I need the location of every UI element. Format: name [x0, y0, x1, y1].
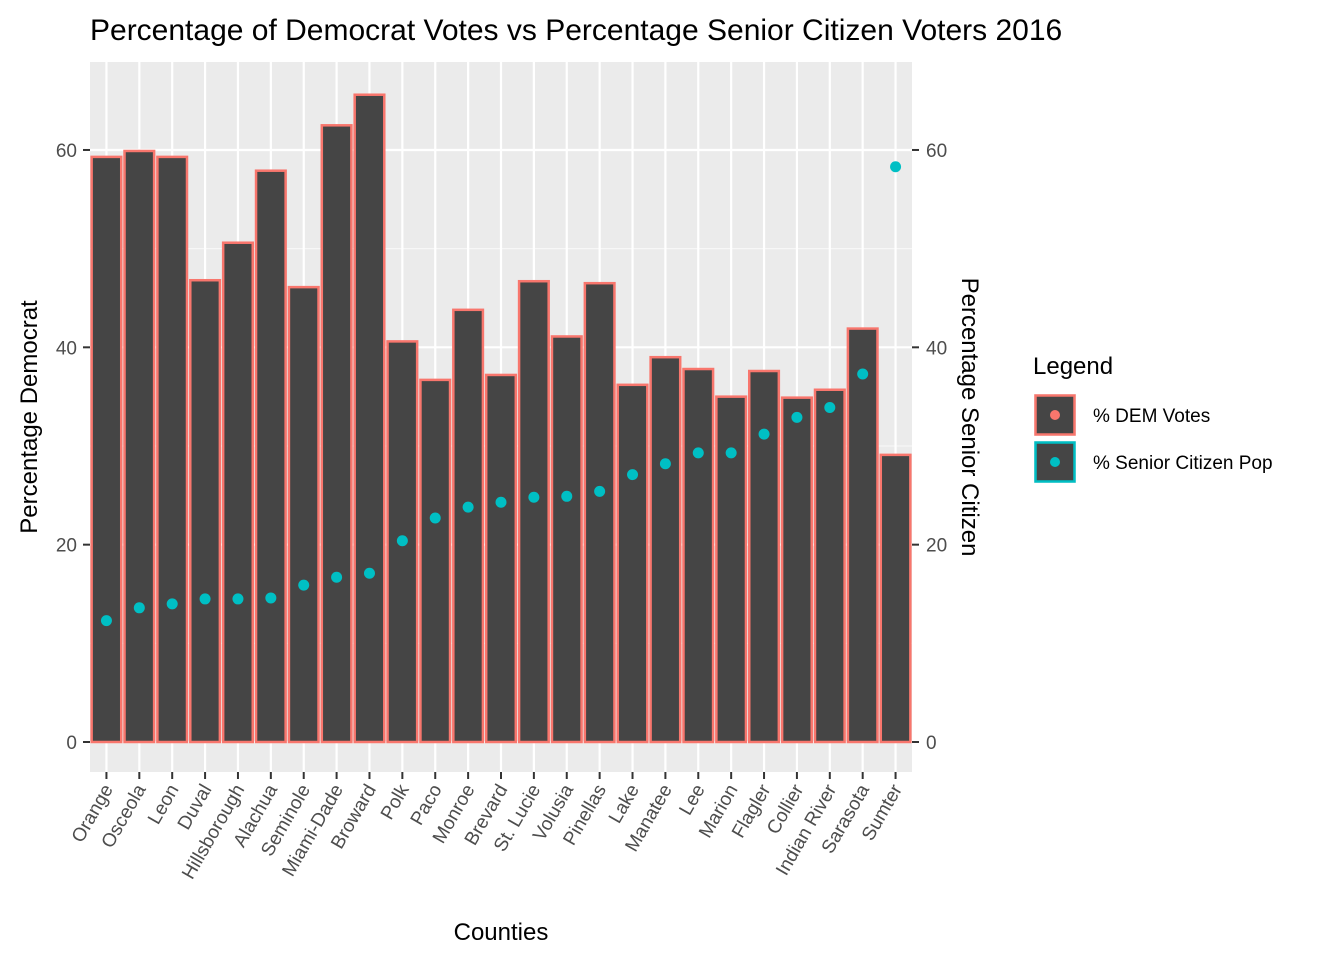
bar	[484, 373, 518, 744]
bar	[221, 241, 255, 744]
bar	[682, 367, 715, 744]
point	[265, 592, 277, 604]
bar	[156, 155, 189, 744]
point	[298, 579, 310, 591]
bar	[583, 281, 616, 744]
y2-tick-label: 0	[926, 733, 937, 754]
legend-label-senior: % Senior Citizen Pop	[1093, 453, 1273, 474]
y2-tick-label: 40	[926, 338, 947, 359]
bar	[616, 383, 649, 744]
bar	[649, 355, 682, 744]
point	[791, 411, 803, 423]
x-axis-title: Counties	[454, 919, 549, 946]
point	[199, 593, 211, 605]
legend-item-senior-pop: % Senior Citizen Pop	[1034, 441, 1273, 483]
y2-tick-label: 20	[926, 536, 947, 557]
bar	[452, 308, 485, 744]
bar	[747, 369, 781, 744]
point	[232, 593, 244, 605]
point	[100, 615, 112, 627]
bar	[846, 327, 879, 744]
point	[363, 567, 375, 579]
point	[528, 491, 540, 503]
legend-item-dem-votes: % DEM Votes	[1034, 394, 1210, 436]
bar	[90, 155, 123, 744]
bar	[879, 453, 912, 744]
y-axis-left: 0 20 40 60	[56, 141, 90, 754]
x-axis: OrangeOsceolaLeonDuvalHillsboroughAlachu…	[68, 772, 907, 883]
legend-dot-dem	[1050, 410, 1060, 420]
bar	[320, 124, 353, 744]
x-tick-label: Lee	[676, 781, 710, 819]
point	[627, 469, 639, 481]
point	[725, 447, 737, 459]
point	[331, 571, 343, 583]
legend-dot-senior	[1050, 457, 1060, 467]
point	[429, 512, 441, 524]
legend-title: Legend	[1033, 353, 1113, 380]
point	[857, 368, 869, 380]
point	[495, 496, 507, 508]
point	[692, 447, 704, 459]
bar	[287, 285, 320, 744]
point	[659, 458, 671, 470]
bar	[254, 169, 287, 744]
y2-tick-label: 60	[926, 141, 947, 162]
point	[462, 501, 474, 513]
bar	[517, 279, 550, 744]
point	[594, 485, 606, 497]
bar	[780, 396, 813, 744]
point-series-senior-pop	[100, 161, 902, 627]
y-tick-label: 40	[56, 338, 77, 359]
bar	[189, 278, 222, 744]
bar	[353, 93, 386, 744]
bar-series-dem-votes	[90, 93, 912, 744]
point	[890, 161, 902, 173]
y-tick-label: 60	[56, 141, 77, 162]
point	[166, 598, 178, 610]
point	[758, 428, 770, 440]
y-tick-label: 0	[66, 733, 77, 754]
y-axis-title-left: Percentage Democrat	[16, 300, 43, 534]
chart-title: Percentage of Democrat Votes vs Percenta…	[90, 14, 1062, 47]
legend: Legend % DEM Votes % Senior Citizen Pop	[1033, 353, 1273, 483]
point	[133, 602, 145, 614]
bar	[123, 149, 156, 744]
point	[824, 402, 836, 414]
point	[396, 535, 408, 547]
y-axis-title-right: Percentage Senior Citizen	[956, 278, 983, 557]
point	[561, 490, 573, 502]
legend-label-dem: % DEM Votes	[1093, 406, 1210, 427]
bar	[550, 335, 583, 744]
y-axis-right: 0 20 40 60	[912, 141, 947, 754]
bar	[419, 378, 452, 744]
y-tick-label: 20	[56, 536, 77, 557]
bar	[813, 388, 846, 744]
